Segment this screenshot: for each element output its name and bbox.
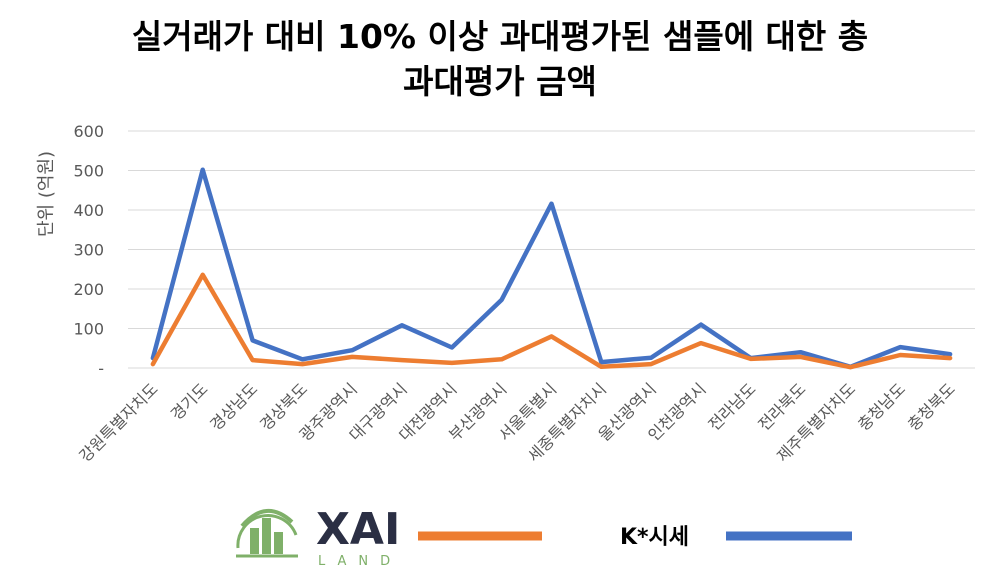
series-layer xyxy=(150,167,953,370)
logo-text: XAI xyxy=(316,504,400,555)
legend-label-k-sise: K*시세 xyxy=(620,525,689,550)
x-tick-label: 경상남도 xyxy=(206,379,261,434)
legend: XAI LAND K*시세 xyxy=(236,504,852,569)
chart-title-line-1: 실거래가 대비 10% 이상 과대평가된 샘플에 대한 총 xyxy=(132,17,868,56)
y-tick-label: 300 xyxy=(73,241,104,260)
y-tick-label: - xyxy=(98,359,104,378)
x-tick-label: 경기도 xyxy=(167,379,212,424)
x-tick-label: 충청북도 xyxy=(904,379,959,434)
y-tick-label: 600 xyxy=(73,122,104,141)
y-tick-label: 400 xyxy=(73,201,104,220)
x-tick-label: 충청남도 xyxy=(854,379,909,434)
y-axis-label: 단위 (억원) xyxy=(36,151,57,237)
logo-subtext: LAND xyxy=(318,554,402,569)
x-axis-ticks: 강원특별자치도 경기도경상남도경상북도광주광역시대구광역시대전광역시부산광역시서울… xyxy=(75,379,958,465)
y-tick-label: 100 xyxy=(73,320,104,339)
y-tick-label: 500 xyxy=(73,162,104,181)
x-tick-label: 전라남도 xyxy=(705,379,760,434)
building-icon xyxy=(236,508,298,558)
y-tick-label: 200 xyxy=(73,280,104,299)
chart-title-line-2: 과대평가 금액 xyxy=(403,62,597,101)
x-tick-label: 강원특별자치도 xyxy=(75,379,161,465)
xai-land-logo: XAI LAND xyxy=(236,504,402,569)
y-axis-ticks: - 100 200 300 400 500 600 xyxy=(73,122,104,378)
grid-layer xyxy=(128,130,975,369)
